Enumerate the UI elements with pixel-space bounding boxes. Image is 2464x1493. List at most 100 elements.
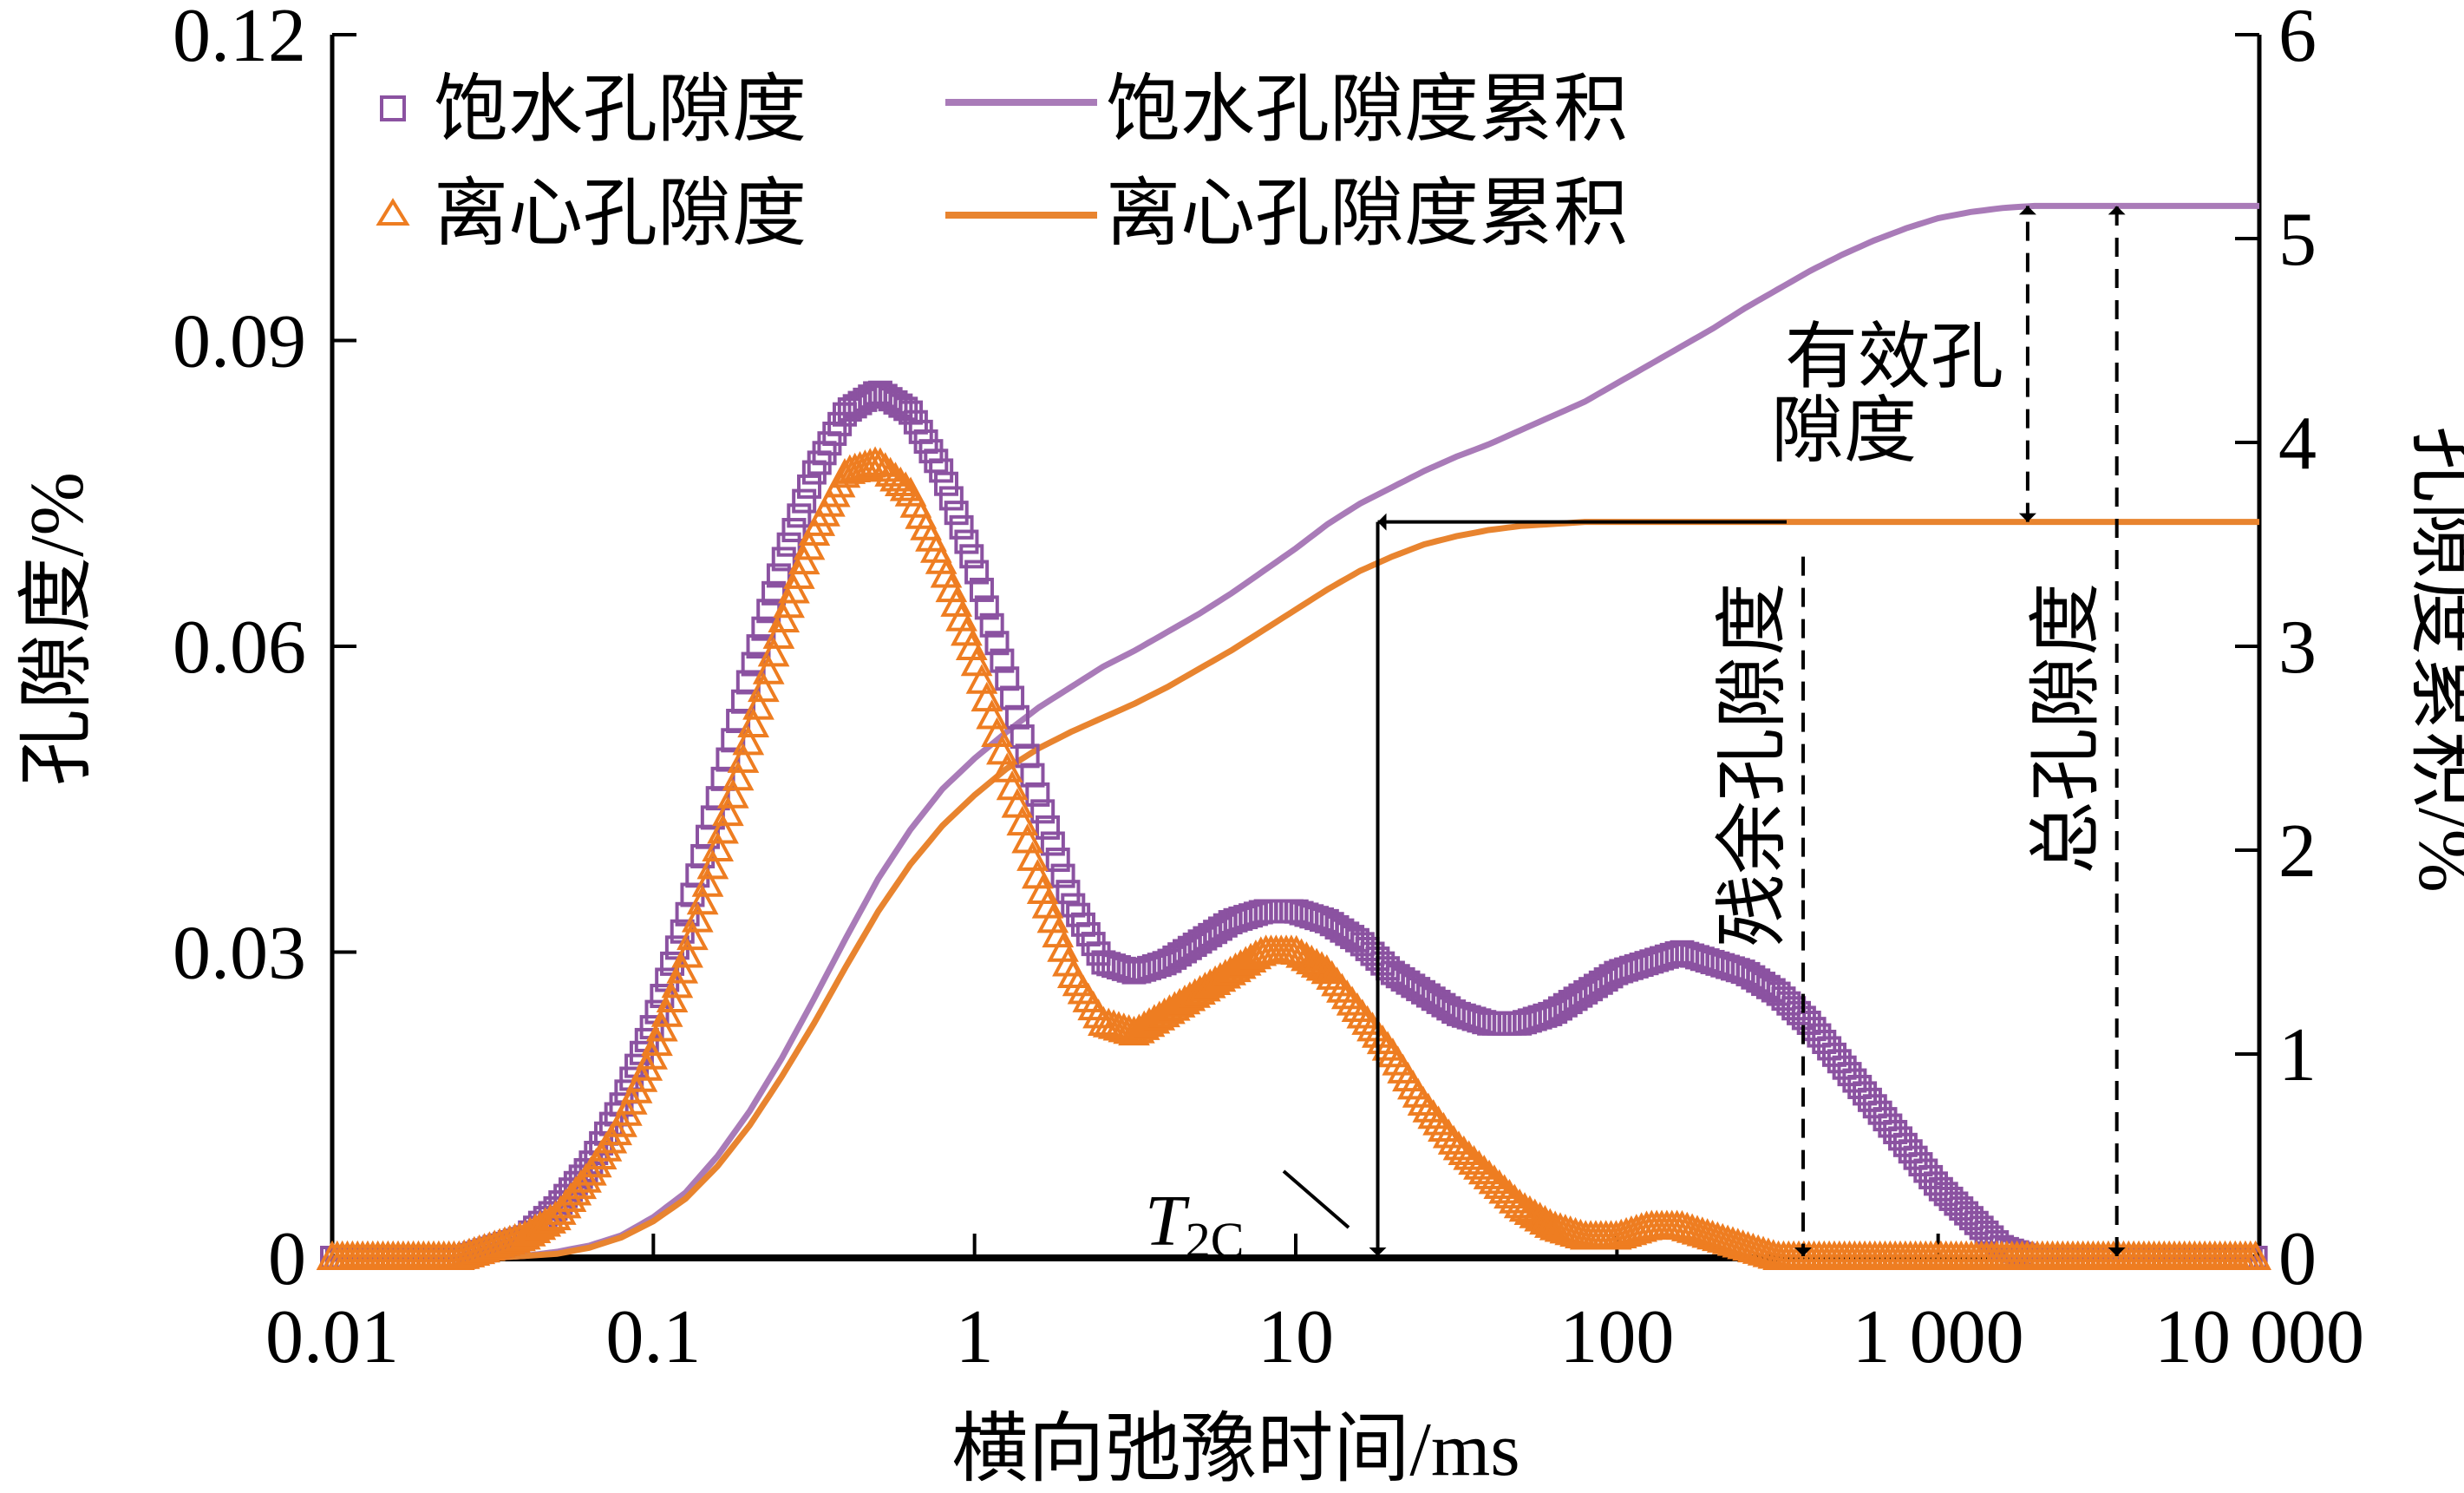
y-right-tick-label: 0 [2278,1217,2317,1301]
centrifugal-marker [671,938,703,968]
saturated-marker [969,577,994,602]
centrifugal-marker [1483,1169,1516,1199]
centrifugal-marker [1478,1164,1511,1195]
centrifugal-marker [773,587,805,619]
saturated-marker [984,631,1010,656]
saturated-marker [781,518,807,543]
x-axis-title: 横向弛豫时间/ms [951,1408,1520,1492]
centrifugal-marker [1310,954,1343,985]
y-left-tick-label: 0.12 [173,0,306,78]
centrifugal-marker [1463,1149,1495,1180]
centrifugal-marker [1453,1140,1486,1170]
centrifugal-marker [686,884,719,915]
centrifugal-marker [702,831,735,861]
legend-label-centrifugal-cumulative: 离心孔隙度累积 [1106,172,1628,255]
centrifugal-marker [661,968,694,999]
saturated-marker [1040,831,1065,856]
saturated-marker [776,532,801,557]
saturated-marker [766,563,791,588]
x-tick-label: 0.1 [605,1295,701,1379]
x-tick-label: 0.01 [265,1295,399,1379]
saturated-marker [1025,782,1050,807]
saturated-marker [1036,815,1061,840]
saturated-marker [1030,799,1056,824]
saturated-marker [934,471,959,496]
saturated-marker [797,474,822,499]
legend-square-icon [380,95,406,121]
y-right-tick-label: 2 [2278,809,2317,894]
centrifugal-marker [762,619,795,649]
centrifugal-marker [885,466,917,497]
centrifugal-marker [645,1012,678,1042]
cumulative-line-saturated [332,202,2259,1261]
centrifugal-marker [1467,1155,1500,1185]
centrifugal-marker [768,602,801,632]
centrifugal-marker [788,544,820,575]
centrifugal-marker [656,982,689,1013]
y-right-axis-title: 孔隙度累积/% [2402,426,2464,893]
centrifugal-marker [874,456,906,487]
centrifugal-marker [864,447,897,477]
residual-porosity-label: 残余孔隙度 [1713,583,1794,947]
saturated-marker [938,486,964,511]
saturated-marker [944,501,969,526]
saturated-marker [1056,880,1081,905]
centrifugal-marker [757,637,790,667]
saturated-marker [949,514,974,540]
total-porosity-label: 总孔隙度 [2027,583,2108,874]
centrifugal-marker [778,573,810,604]
y-left-tick-label: 0 [268,1217,306,1301]
plot-area [316,202,2271,1270]
centrifugal-marker [1473,1159,1506,1189]
centrifugal-marker [722,761,755,791]
y-right-tick-label: 1 [2278,1013,2317,1097]
legend-label-saturated: 饱水孔隙度 [434,68,807,151]
centrifugal-marker [650,997,683,1027]
x-tick-label: 10 000 [2154,1295,2364,1379]
y-right-tick-label: 4 [2278,402,2317,486]
centrifugal-marker [524,1210,557,1241]
y-left-axis-title: 孔隙度/% [16,472,100,786]
centrifugal-marker [869,452,902,482]
y-left-tick-label: 0.06 [173,606,306,690]
centrifugal-marker [691,867,724,897]
saturated-marker [979,612,1004,638]
axes: 0.01 0.1 1 10 100 1 000 10 00000.030.060.090.1… [173,0,2364,1379]
saturated-marker [954,529,979,554]
centrifugal-marker [676,920,709,951]
centrifugal-marker [2239,1240,2271,1270]
x-tick-label: 10 [1258,1295,1334,1379]
effective-porosity-label-line1: 有效孔 [1785,318,2003,398]
saturated-marker [929,458,954,483]
centrifugal-marker [782,559,815,589]
centrifugal-marker [1234,942,1267,972]
saturated-marker [964,560,990,585]
centrifugal-marker [641,1025,673,1057]
centrifugal-marker [1448,1135,1480,1165]
centrifugal-marker [1488,1174,1520,1204]
y-right-tick-label: 6 [2278,0,2317,78]
x-tick-label: 1 [956,1295,994,1379]
effective-porosity-label-line2: 隙度 [1771,391,1917,472]
saturated-marker [990,648,1015,673]
t2c-label-sub: 2C [1186,1212,1245,1268]
centrifugal-marker [732,725,765,756]
centrifugal-marker [727,743,760,773]
centrifugal-marker [712,796,744,827]
centrifugal-marker [889,471,922,501]
centrifugal-marker [1458,1144,1490,1175]
centrifugal-marker [707,814,739,844]
legend-triangle-icon [376,198,410,226]
legend-label-centrifugal: 离心孔隙度 [434,172,807,255]
x-tick-label: 1 000 [1853,1295,2024,1379]
y-right-tick-label: 3 [2278,606,2317,690]
cumulative-line-centrifugal [332,519,2259,1261]
t2c-label-main: T [1145,1181,1190,1261]
saturated-marker [609,1092,634,1117]
centrifugal-marker [1493,1178,1526,1209]
x-tick-label: 100 [1559,1295,1674,1379]
centrifugal-marker [879,462,912,492]
t2c-label: T2C [1145,1181,1244,1268]
